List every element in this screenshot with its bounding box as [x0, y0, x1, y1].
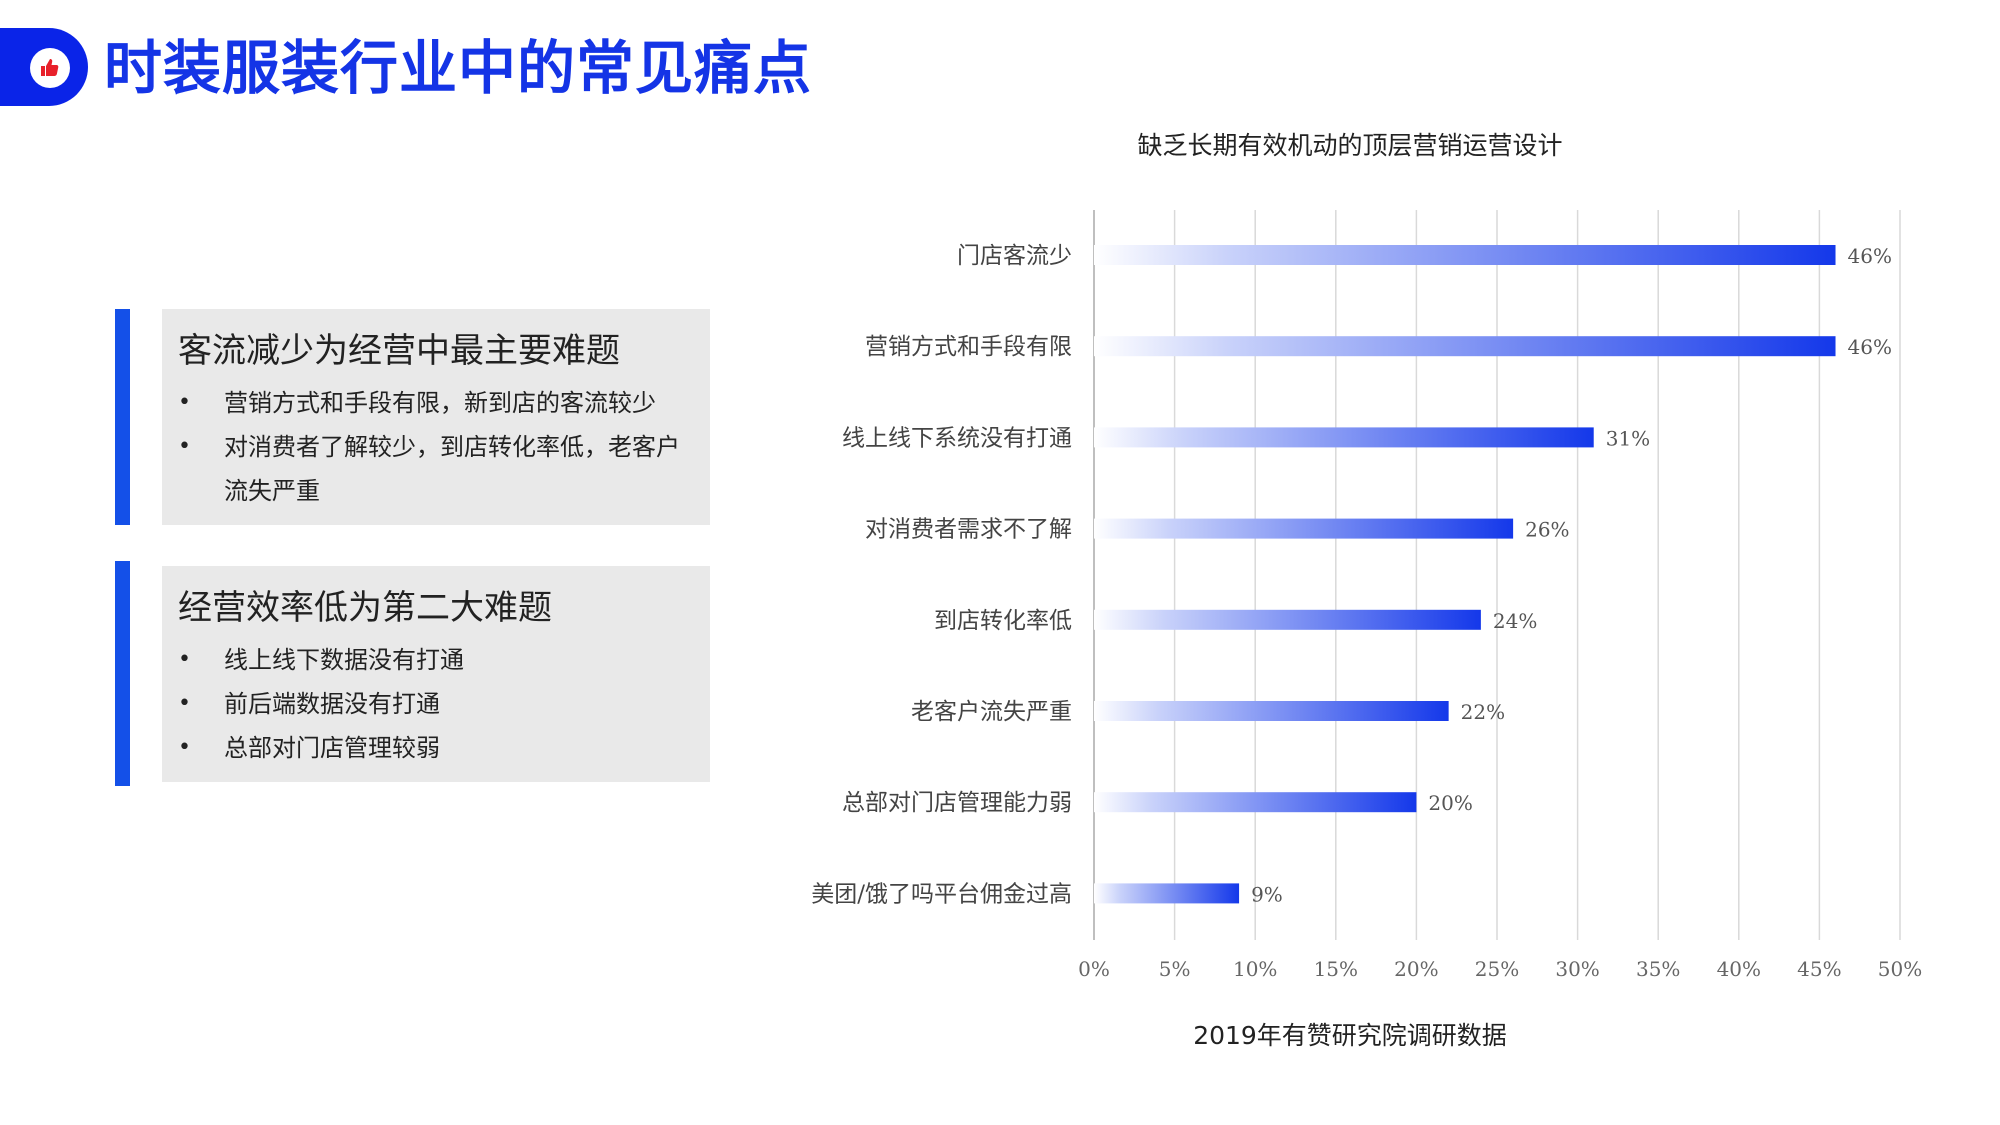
- category-label: 到店转化率低: [934, 608, 1072, 634]
- list-item: • 前后端数据没有打通: [178, 682, 696, 726]
- card-accent-bar: [115, 561, 130, 786]
- data-label: 22%: [1461, 700, 1505, 724]
- x-tick-label: 5%: [1159, 957, 1191, 981]
- x-tick-label: 20%: [1394, 957, 1438, 981]
- bar: [1094, 883, 1240, 904]
- list-item: • 总部对门店管理较弱: [178, 726, 696, 770]
- x-tick-label: 25%: [1475, 957, 1519, 981]
- bullet-icon: •: [178, 647, 191, 672]
- list-item-text: 线上线下数据没有打通: [224, 646, 464, 674]
- category-label: 总部对门店管理能力弱: [842, 790, 1072, 816]
- card-title: 客流减少为经营中最主要难题: [178, 331, 620, 371]
- category-label: 营销方式和手段有限: [865, 334, 1072, 360]
- category-label: 门店客流少: [957, 243, 1072, 269]
- bar: [1094, 518, 1514, 539]
- bullet-icon: •: [178, 691, 191, 716]
- list-item: • 营销方式和手段有限，新到店的客流较少: [178, 381, 696, 425]
- category-label: 对消费者需求不了解: [865, 517, 1072, 543]
- x-tick-label: 50%: [1878, 957, 1922, 981]
- bullet-icon: •: [178, 434, 191, 459]
- chart-source: 2019年有赞研究院调研数据: [1193, 1021, 1507, 1050]
- thumbs-up-icon: [30, 48, 70, 88]
- bullet-icon: •: [178, 390, 191, 415]
- data-label: 26%: [1525, 518, 1569, 542]
- card-bullet-list: • 线上线下数据没有打通 • 前后端数据没有打通 • 总部对门店管理较弱: [178, 638, 696, 770]
- chart-title: 缺乏长期有效机动的顶层营销运营设计: [1137, 131, 1563, 160]
- data-label: 24%: [1493, 609, 1537, 633]
- data-label: 31%: [1606, 426, 1650, 450]
- data-label: 9%: [1251, 882, 1283, 906]
- bar: [1094, 245, 1836, 265]
- bar: [1094, 427, 1594, 448]
- card-accent-bar: [115, 309, 130, 525]
- card-title: 经营效率低为第二大难题: [178, 588, 552, 628]
- x-tick-label: 30%: [1555, 957, 1599, 981]
- list-item-text: 对消费者了解较少，到店转化率低，老客户流失严重: [224, 433, 680, 505]
- x-tick-label: 15%: [1314, 957, 1358, 981]
- data-label: 20%: [1428, 791, 1472, 815]
- page-title: 时装服装行业中的常见痛点: [104, 34, 813, 102]
- pain-point-card: 经营效率低为第二大难题 • 线上线下数据没有打通 • 前后端数据没有打通 • 总…: [162, 566, 710, 782]
- bar: [1094, 792, 1417, 813]
- list-item: • 线上线下数据没有打通: [178, 638, 696, 682]
- data-label: 46%: [1848, 335, 1892, 359]
- bullet-icon: •: [178, 735, 191, 760]
- category-label: 线上线下系统没有打通: [842, 425, 1072, 451]
- list-item-text: 前后端数据没有打通: [224, 690, 440, 718]
- list-item-text: 总部对门店管理较弱: [224, 734, 440, 762]
- category-label: 老客户流失严重: [911, 699, 1072, 725]
- x-tick-label: 45%: [1797, 957, 1841, 981]
- x-tick-label: 40%: [1717, 957, 1761, 981]
- data-label: 46%: [1848, 244, 1892, 268]
- list-item: • 对消费者了解较少，到店转化率低，老客户流失严重: [178, 425, 696, 513]
- bar: [1094, 701, 1449, 721]
- card-bullet-list: • 营销方式和手段有限，新到店的客流较少 • 对消费者了解较少，到店转化率低，老…: [178, 381, 696, 513]
- x-tick-label: 35%: [1636, 957, 1680, 981]
- x-tick-label: 0%: [1078, 957, 1110, 981]
- x-tick-label: 10%: [1233, 957, 1277, 981]
- bar: [1094, 609, 1481, 630]
- category-label: 美团/饿了吗平台佣金过高: [811, 881, 1072, 907]
- bar: [1094, 336, 1836, 357]
- pain-point-card: 客流减少为经营中最主要难题 • 营销方式和手段有限，新到店的客流较少 • 对消费…: [162, 309, 710, 525]
- list-item-text: 营销方式和手段有限，新到店的客流较少: [224, 389, 656, 417]
